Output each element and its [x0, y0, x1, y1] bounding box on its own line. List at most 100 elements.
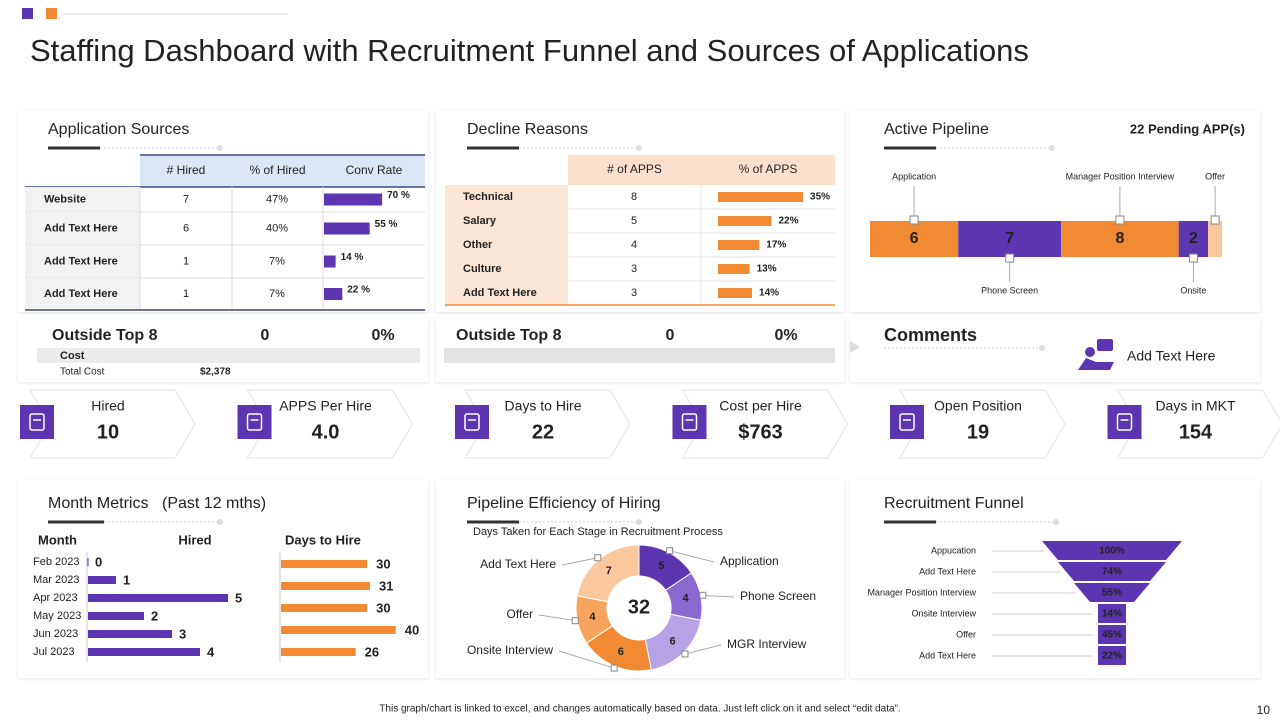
month-label: Mar 2023: [33, 574, 79, 586]
month-label: Jul 2023: [33, 646, 75, 658]
stage-name: Manager Position Interview: [1066, 171, 1175, 181]
row-name: Add Text Here: [44, 222, 118, 234]
card: [850, 480, 1260, 678]
hired-bar: [88, 576, 116, 584]
row-name-cell: [445, 209, 568, 233]
segment-value: 4: [683, 593, 690, 605]
days-label: 31: [379, 578, 393, 593]
funnel-name: Onsite Interview: [911, 608, 976, 618]
stage-name: Onsite Interview: [467, 643, 553, 657]
marker: [610, 664, 618, 672]
donut-segment: [576, 544, 640, 603]
hired-cell: 7: [183, 193, 189, 205]
comment-icon: [1097, 339, 1113, 351]
share-label: 13%: [757, 264, 777, 275]
stage-name: MGR Interview: [727, 637, 807, 651]
marker: [1188, 253, 1198, 263]
outside-label: Outside Top 8: [456, 327, 562, 344]
section-title: Pipeline Efficiency of Hiring: [467, 495, 661, 512]
hired-cell: 6: [183, 222, 189, 234]
title-dot: [636, 145, 642, 151]
days-bar: [281, 604, 368, 612]
donut-total: 32: [628, 596, 650, 618]
share-label: 22%: [778, 216, 798, 227]
share-cell: 7%: [269, 255, 285, 267]
hired-bar: [88, 594, 228, 602]
kpi-glyph: [29, 413, 45, 431]
title-dot: [217, 145, 223, 151]
kpi-icon: [672, 405, 707, 439]
section-title: Recruitment Funnel: [884, 495, 1024, 512]
conv-bar: [324, 193, 383, 206]
hired-bar: [88, 612, 144, 620]
kpi-value: 4.0: [312, 421, 340, 443]
conv-label: 22 %: [347, 285, 370, 296]
apps-cell: 5: [631, 215, 637, 227]
section-subtitle: Days Taken for Each Stage in Recruitment…: [473, 526, 723, 538]
hired-label: 3: [179, 626, 186, 641]
hired-label: 5: [235, 590, 242, 605]
kpi-label: Hired: [91, 398, 124, 414]
row-name: Add Text Here: [44, 288, 118, 300]
conv-bar: [324, 222, 370, 235]
comment-icon: [1085, 347, 1095, 357]
row-name: Add Text Here: [44, 255, 118, 267]
comment-arrow: [850, 341, 860, 353]
kpi-glyph: [464, 413, 480, 431]
share-label: 14%: [759, 288, 779, 299]
column-header: # Hired: [167, 163, 206, 177]
kpi-label: Days in MKT: [1155, 398, 1236, 414]
marker: [666, 547, 674, 555]
stage-name: Phone Screen: [981, 285, 1038, 295]
conv-bar: [324, 288, 343, 300]
hired-label: 1: [123, 572, 130, 587]
share-bar: [718, 192, 804, 202]
card: [18, 480, 428, 678]
kpi-value: $763: [738, 421, 783, 443]
funnel-stage: [1098, 604, 1126, 623]
page-number: 10: [1257, 703, 1271, 717]
outside-share: 0%: [371, 327, 394, 344]
row-name: Culture: [463, 263, 502, 275]
share-cell: 40%: [266, 222, 288, 234]
stage-name: Add Text Here: [480, 557, 556, 571]
funnel-name: Offer: [956, 629, 976, 639]
marker: [594, 554, 602, 562]
card: [850, 110, 1260, 312]
section-title: Month Metrics: [48, 495, 148, 512]
kpi-label: Open Position: [934, 398, 1022, 414]
hired-label: 2: [151, 608, 158, 623]
column-header: % of Hired: [249, 163, 305, 177]
row-name: Technical: [463, 191, 513, 203]
row-name-cell: [445, 233, 568, 257]
apps-cell: 3: [631, 263, 637, 275]
segment-value: 4: [589, 611, 596, 623]
column-header: Hired: [178, 532, 211, 547]
page-title: Staffing Dashboard with Recruitment Funn…: [30, 33, 1029, 68]
conv-label: 55 %: [375, 219, 398, 230]
total-cost: $2,378: [200, 367, 231, 378]
leader: [538, 614, 576, 622]
pipeline-value: 7: [1005, 230, 1014, 247]
outside-label: Outside Top 8: [52, 327, 158, 344]
row-name: Website: [44, 193, 86, 205]
title-dot: [636, 519, 642, 525]
days-label: 30: [376, 600, 390, 615]
row-name-cell: [445, 185, 568, 209]
kpi-icon: [20, 405, 54, 439]
share-bar: [718, 264, 750, 274]
funnel-stage: [1098, 646, 1126, 665]
funnel-name: Add Text Here: [919, 650, 976, 660]
pipeline-value: 6: [910, 230, 919, 247]
kpi-glyph: [681, 413, 698, 431]
column-header: # of APPS: [607, 162, 662, 176]
conv-label: 14 %: [341, 252, 364, 263]
marker: [1005, 253, 1015, 263]
segment-value: 6: [670, 635, 676, 647]
funnel-value: 55%: [1102, 588, 1122, 599]
pipeline-segment: [1061, 221, 1179, 257]
month-label: Jun 2023: [33, 628, 78, 640]
funnel-name: Add Text Here: [919, 566, 976, 576]
days-label: 26: [365, 644, 379, 659]
title-dot: [1053, 519, 1059, 525]
